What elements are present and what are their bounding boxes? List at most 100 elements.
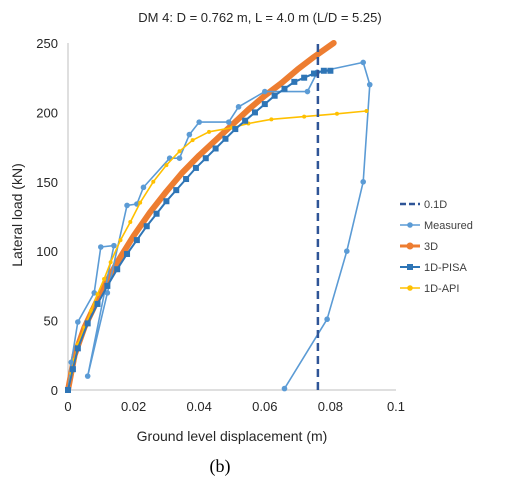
data-point [271,92,278,99]
data-point [163,198,170,205]
data-point [269,117,274,122]
data-point [262,88,268,95]
data-point [186,131,193,138]
legend-marker [407,264,413,270]
data-point [177,149,182,154]
y-tick-label: 250 [36,36,58,51]
data-point [261,101,268,108]
data-point [324,316,330,323]
x-tick-label: 0.1 [387,399,405,414]
data-point [207,129,212,134]
data-point [124,250,131,257]
data-point [65,387,71,393]
data-point [128,220,133,225]
data-point [84,320,91,327]
data-point [68,359,75,366]
legend-marker [407,285,413,291]
data-point [114,266,121,273]
data-point [222,135,229,142]
data-point [360,59,367,66]
data-point [291,78,298,85]
data-point [75,319,81,325]
data-point [327,67,334,74]
x-tick-label: 0.04 [187,399,212,414]
data-point [140,184,147,191]
data-point [151,179,156,184]
data-point [111,242,117,249]
series-line [67,69,331,391]
data-point [124,202,130,209]
data-point [225,119,232,125]
legend-marker [407,222,413,228]
data-point [281,385,288,392]
data-point [88,308,93,313]
data-point [104,282,111,289]
series-3d [65,40,337,393]
y-tick-label: 100 [36,244,58,259]
figure-caption: (b) [210,456,231,477]
legend-item-1d-pisa: 1D-PISA [400,262,467,274]
data-point [69,366,76,373]
data-point [334,111,339,116]
legend-item-1d-api: 1D-API [400,283,459,295]
x-tick-label: 0.08 [318,399,343,414]
data-point [302,114,307,119]
x-tick-label: 0 [64,399,71,414]
data-point [232,126,239,133]
data-point [366,81,373,88]
y-tick-labels: 0 50 100 150 200 250 [36,36,58,398]
series-measured [65,59,373,393]
data-point [281,85,288,92]
x-tick-labels: 0 0.02 0.04 0.06 0.08 0.1 [64,399,405,414]
data-point [364,109,369,114]
data-point [301,74,308,81]
data-point [84,373,91,379]
data-point [98,244,104,250]
y-tick-label: 200 [36,105,58,120]
data-point [196,119,202,125]
legend-label: 3D [424,241,438,253]
data-point [102,276,107,281]
chart-title: DM 4: D = 0.762 m, L = 4.0 m (L/D = 5.25… [138,10,381,25]
data-point [94,300,101,307]
legend-label: 1D-API [424,283,459,295]
x-tick-label: 0.02 [121,399,146,414]
data-point [74,345,81,352]
data-point [173,187,180,194]
data-point [320,67,327,74]
data-point [143,223,150,230]
legend-item-measured: Measured [400,220,473,232]
data-point [235,104,242,110]
data-point [104,290,111,296]
data-point [133,237,140,244]
legend-item-0-1d: 0.1D [400,199,447,211]
data-point [360,179,367,185]
data-point [138,200,143,205]
data-point [251,109,258,116]
data-point [212,145,219,152]
plot-area: 0 0.02 0.04 0.06 0.08 0.1 0 50 100 150 200 250 [36,36,405,414]
data-point [153,210,160,217]
data-point [190,138,195,143]
data-point [95,292,100,297]
data-point [311,70,317,77]
x-tick-label: 0.06 [252,399,277,414]
y-tick-label: 50 [44,314,58,329]
series-layer [65,40,373,393]
series-1d-pisa [65,67,334,393]
legend-label: Measured [424,220,473,232]
x-axis-label: Ground level displacement (m) [137,428,328,444]
series-line [67,61,371,391]
legend-label: 1D-PISA [424,262,467,274]
legend-label: 0.1D [424,199,447,211]
y-tick-label: 0 [51,383,58,398]
data-point [202,155,209,162]
data-point [176,155,183,162]
data-point [118,238,123,243]
legend-marker [406,242,414,250]
y-axis-label: Lateral load (kN) [9,163,25,267]
series-line [65,40,337,393]
legend-item-3d: 3D [400,241,438,253]
data-point [192,164,199,171]
